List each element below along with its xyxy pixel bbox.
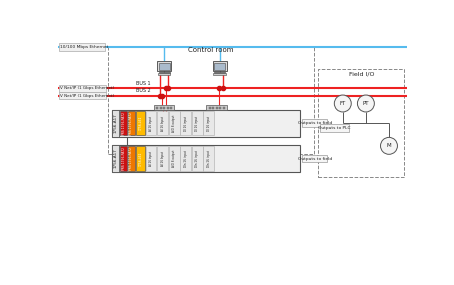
Bar — [136, 146, 145, 171]
Bar — [59, 43, 105, 51]
Text: A/O 8 output: A/O 8 output — [172, 150, 176, 167]
Bar — [128, 111, 135, 135]
Text: AI 16 Input: AI 16 Input — [161, 116, 165, 131]
Bar — [112, 110, 301, 137]
Text: Outputs to field: Outputs to field — [297, 121, 332, 125]
Text: DIn 16 input: DIn 16 input — [184, 150, 188, 167]
Bar — [222, 107, 225, 109]
Text: Field I/O: Field I/O — [349, 71, 374, 76]
Text: 1756-L62: 1756-L62 — [138, 116, 142, 130]
Text: M: M — [387, 143, 391, 148]
Bar — [169, 146, 179, 171]
Bar — [207, 105, 227, 110]
Text: AI 16 Input: AI 16 Input — [161, 151, 165, 166]
Bar — [216, 107, 217, 109]
Bar — [159, 72, 169, 74]
Text: DI 16 input: DI 16 input — [207, 116, 211, 131]
Text: PRS 1756-PA72: PRS 1756-PA72 — [129, 112, 133, 135]
Circle shape — [334, 95, 351, 112]
Bar — [169, 111, 179, 135]
Bar — [59, 92, 106, 99]
Bar — [192, 146, 202, 171]
Bar — [318, 69, 405, 177]
Circle shape — [357, 95, 375, 112]
Text: 1756-A17: 1756-A17 — [114, 149, 118, 168]
Bar — [180, 111, 191, 135]
Bar — [214, 63, 225, 70]
Bar — [157, 61, 171, 71]
Bar — [214, 72, 225, 74]
Text: DIn 16 input: DIn 16 input — [207, 150, 211, 167]
Bar — [213, 74, 226, 75]
Text: A/O 8 output: A/O 8 output — [172, 114, 176, 132]
Bar — [59, 85, 106, 91]
Text: DI 16 input: DI 16 input — [184, 116, 188, 131]
Text: PRS 1756-PA72: PRS 1756-PA72 — [122, 112, 126, 135]
Bar — [120, 146, 127, 171]
Text: Outputs to field: Outputs to field — [297, 156, 332, 160]
Text: V Net/IP (1 Gbps Ethernet): V Net/IP (1 Gbps Ethernet) — [60, 94, 114, 98]
Text: AI 16 input: AI 16 input — [149, 151, 153, 166]
Bar — [219, 107, 221, 109]
Bar — [163, 107, 165, 109]
Text: Outputs to PLC: Outputs to PLC — [318, 126, 350, 130]
Bar — [157, 111, 168, 135]
Bar — [157, 107, 158, 109]
Bar — [203, 146, 214, 171]
Text: BUS 1: BUS 1 — [136, 81, 151, 86]
Bar — [180, 146, 191, 171]
Bar — [158, 74, 170, 75]
Text: Control room: Control room — [188, 47, 234, 53]
Bar — [112, 110, 119, 137]
Bar — [212, 107, 214, 109]
Bar — [120, 111, 127, 135]
Bar — [146, 111, 157, 135]
Circle shape — [380, 137, 397, 154]
Text: 1756-L62: 1756-L62 — [138, 151, 142, 166]
Bar — [136, 111, 145, 135]
Text: PRS 1756-PA72: PRS 1756-PA72 — [129, 147, 133, 170]
Bar — [128, 146, 135, 171]
Text: FT: FT — [340, 101, 346, 106]
Bar — [146, 146, 157, 171]
Text: DI 16 input: DI 16 input — [195, 116, 199, 131]
Bar — [192, 111, 202, 135]
Bar — [302, 119, 327, 127]
Bar — [212, 61, 227, 71]
Text: 1756-A17: 1756-A17 — [114, 113, 118, 133]
Text: BUS 2: BUS 2 — [136, 88, 151, 93]
Text: PRS 1756-PA72: PRS 1756-PA72 — [122, 147, 126, 170]
Bar — [320, 124, 349, 132]
Bar — [209, 107, 211, 109]
Bar — [112, 145, 119, 172]
Bar — [159, 63, 169, 70]
Text: V Net/IP (1 Gbps Ethernet): V Net/IP (1 Gbps Ethernet) — [60, 86, 114, 90]
Text: AI 16 input: AI 16 input — [149, 116, 153, 131]
Bar — [154, 105, 174, 110]
Bar — [108, 46, 314, 154]
Bar — [167, 107, 169, 109]
Bar — [170, 107, 172, 109]
Bar — [112, 145, 301, 172]
Bar — [302, 155, 327, 162]
Bar — [160, 107, 162, 109]
Text: 10/100 Mbps Ethernet: 10/100 Mbps Ethernet — [60, 45, 109, 49]
Bar — [203, 111, 214, 135]
Text: DIn 16 input: DIn 16 input — [195, 150, 199, 167]
Bar — [157, 146, 168, 171]
Text: PT: PT — [363, 101, 369, 106]
